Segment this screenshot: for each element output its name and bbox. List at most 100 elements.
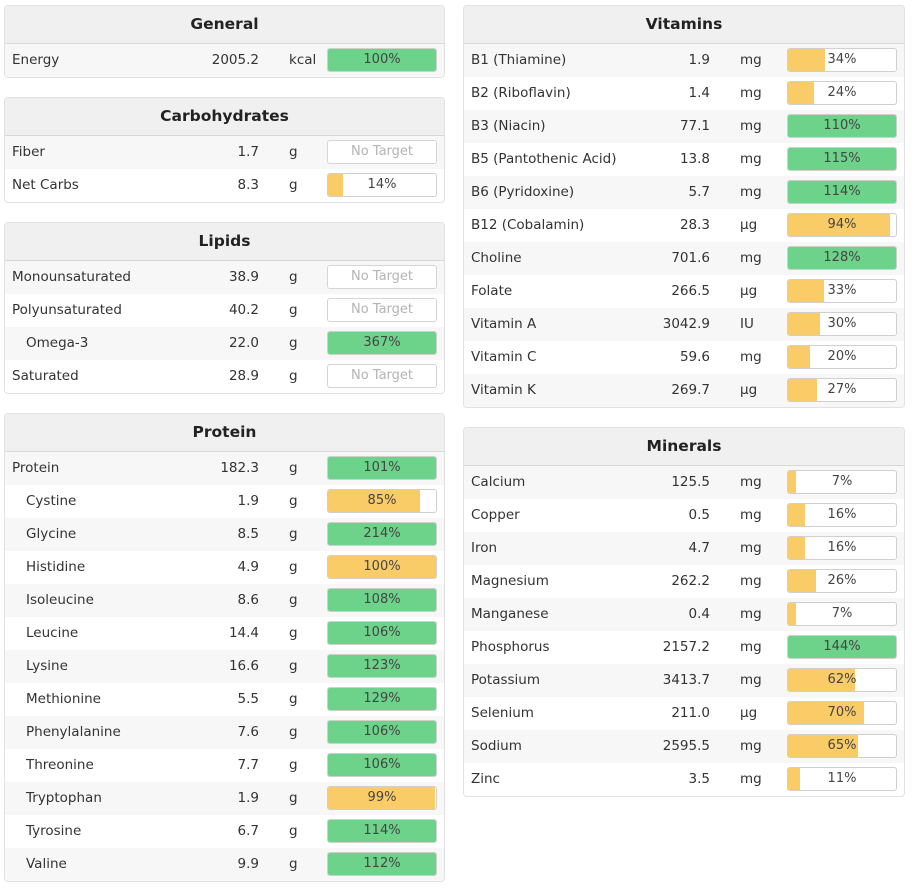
nutrient-unit: g bbox=[289, 592, 298, 608]
nutrient-amount: 4.9 bbox=[237, 559, 259, 575]
nutrient-unit: mg bbox=[740, 672, 762, 688]
target-progress-bar: 34% bbox=[787, 48, 897, 72]
nutrient-amount: 8.3 bbox=[237, 177, 259, 193]
nutrient-unit: g bbox=[289, 658, 298, 674]
progress-fill bbox=[328, 853, 436, 875]
nutrient-name: Vitamin A bbox=[471, 316, 537, 332]
progress-fill bbox=[788, 735, 859, 757]
nutrient-row-vitamin-a[interactable]: Vitamin A 3042.9 IU 30% bbox=[464, 308, 904, 341]
nutrient-row-omega-3[interactable]: Omega-3 22.0 g 367% bbox=[5, 327, 444, 360]
nutrient-unit: mg bbox=[740, 85, 762, 101]
nutrient-row-saturated[interactable]: Saturated 28.9 g No Target bbox=[5, 360, 444, 393]
nutrient-row-cystine[interactable]: Cystine 1.9 g 85% bbox=[5, 485, 444, 518]
nutrient-row-tyrosine[interactable]: Tyrosine 6.7 g 114% bbox=[5, 815, 444, 848]
target-progress-bar: 129% bbox=[327, 687, 437, 711]
progress-fill bbox=[788, 702, 864, 724]
nutrient-row-energy[interactable]: Energy 2005.2 kcal 100% bbox=[5, 44, 444, 77]
nutrient-name: B1 (Thiamine) bbox=[471, 52, 567, 68]
nutrient-row-b12-cobalamin[interactable]: B12 (Cobalamin) 28.3 µg 94% bbox=[464, 209, 904, 242]
nutrient-amount: 1.9 bbox=[237, 790, 259, 806]
nutrient-name: Tyrosine bbox=[26, 823, 82, 839]
target-progress-bar: 101% bbox=[327, 456, 437, 480]
nutrient-row-threonine[interactable]: Threonine 7.7 g 106% bbox=[5, 749, 444, 782]
nutrient-row-valine[interactable]: Valine 9.9 g 112% bbox=[5, 848, 444, 881]
nutrient-name: Magnesium bbox=[471, 573, 549, 589]
nutrient-row-b6-pyridoxine[interactable]: B6 (Pyridoxine) 5.7 mg 114% bbox=[464, 176, 904, 209]
nutrient-row-vitamin-c[interactable]: Vitamin C 59.6 mg 20% bbox=[464, 341, 904, 374]
nutrient-row-vitamin-k[interactable]: Vitamin K 269.7 µg 27% bbox=[464, 374, 904, 407]
progress-fill bbox=[328, 490, 420, 512]
progress-fill bbox=[328, 589, 436, 611]
nutrient-row-b3-niacin[interactable]: B3 (Niacin) 77.1 mg 110% bbox=[464, 110, 904, 143]
nutrient-row-b2-riboflavin[interactable]: B2 (Riboflavin) 1.4 mg 24% bbox=[464, 77, 904, 110]
nutrient-unit: µg bbox=[740, 283, 758, 299]
nutrient-row-sodium[interactable]: Sodium 2595.5 mg 65% bbox=[464, 730, 904, 763]
nutrient-amount: 5.7 bbox=[688, 184, 710, 200]
nutrient-row-folate[interactable]: Folate 266.5 µg 33% bbox=[464, 275, 904, 308]
nutrient-row-fiber[interactable]: Fiber 1.7 g No Target bbox=[5, 136, 444, 169]
nutrient-row-zinc[interactable]: Zinc 3.5 mg 11% bbox=[464, 763, 904, 796]
target-progress-bar: 99% bbox=[327, 786, 437, 810]
nutrient-row-glycine[interactable]: Glycine 8.5 g 214% bbox=[5, 518, 444, 551]
nutrient-row-b1-thiamine[interactable]: B1 (Thiamine) 1.9 mg 34% bbox=[464, 44, 904, 77]
nutrient-row-selenium[interactable]: Selenium 211.0 µg 70% bbox=[464, 697, 904, 730]
nutrient-unit: g bbox=[289, 460, 298, 476]
progress-fill bbox=[328, 457, 436, 479]
nutrient-row-phenylalanine[interactable]: Phenylalanine 7.6 g 106% bbox=[5, 716, 444, 749]
nutrient-row-iron[interactable]: Iron 4.7 mg 16% bbox=[464, 532, 904, 565]
nutrient-unit: µg bbox=[740, 382, 758, 398]
nutrient-row-b5-pantothenic-acid[interactable]: B5 (Pantothenic Acid) 13.8 mg 115% bbox=[464, 143, 904, 176]
progress-fill bbox=[788, 280, 824, 302]
progress-fill bbox=[788, 669, 855, 691]
target-progress-bar: 114% bbox=[787, 180, 897, 204]
target-progress-bar: No Target bbox=[327, 298, 437, 322]
nutrient-row-isoleucine[interactable]: Isoleucine 8.6 g 108% bbox=[5, 584, 444, 617]
progress-label: 100% bbox=[363, 559, 401, 574]
nutrient-amount: 38.9 bbox=[228, 269, 259, 285]
progress-fill bbox=[788, 214, 890, 236]
nutrient-row-magnesium[interactable]: Magnesium 262.2 mg 26% bbox=[464, 565, 904, 598]
nutrient-row-copper[interactable]: Copper 0.5 mg 16% bbox=[464, 499, 904, 532]
nutrient-name: Selenium bbox=[471, 705, 534, 721]
nutrient-row-leucine[interactable]: Leucine 14.4 g 106% bbox=[5, 617, 444, 650]
nutrient-row-choline[interactable]: Choline 701.6 mg 128% bbox=[464, 242, 904, 275]
nutrient-row-polyunsaturated[interactable]: Polyunsaturated 40.2 g No Target bbox=[5, 294, 444, 327]
nutrient-row-manganese[interactable]: Manganese 0.4 mg 7% bbox=[464, 598, 904, 631]
progress-label: 108% bbox=[363, 592, 401, 607]
nutrient-row-lysine[interactable]: Lysine 16.6 g 123% bbox=[5, 650, 444, 683]
progress-label: 16% bbox=[827, 540, 857, 555]
nutrient-row-methionine[interactable]: Methionine 5.5 g 129% bbox=[5, 683, 444, 716]
nutrient-row-tryptophan[interactable]: Tryptophan 1.9 g 99% bbox=[5, 782, 444, 815]
nutrient-row-protein[interactable]: Protein 182.3 g 101% bbox=[5, 452, 444, 485]
target-progress-bar: 62% bbox=[787, 668, 897, 692]
progress-fill bbox=[788, 115, 896, 137]
nutrient-unit: g bbox=[289, 757, 298, 773]
nutrient-unit: mg bbox=[740, 474, 762, 490]
nutrient-amount: 14.4 bbox=[228, 625, 259, 641]
nutrient-amount: 16.6 bbox=[228, 658, 259, 674]
progress-fill bbox=[328, 523, 436, 545]
target-progress-bar: 11% bbox=[787, 767, 897, 791]
progress-fill bbox=[788, 768, 800, 790]
nutrient-row-potassium[interactable]: Potassium 3413.7 mg 62% bbox=[464, 664, 904, 697]
progress-label: 94% bbox=[827, 217, 857, 232]
nutrient-row-monounsaturated[interactable]: Monounsaturated 38.9 g No Target bbox=[5, 261, 444, 294]
nutrient-unit: g bbox=[289, 526, 298, 542]
nutrient-unit: mg bbox=[740, 738, 762, 754]
nutrient-row-phosphorus[interactable]: Phosphorus 2157.2 mg 144% bbox=[464, 631, 904, 664]
progress-label: 7% bbox=[831, 474, 853, 489]
nutrient-row-histidine[interactable]: Histidine 4.9 g 100% bbox=[5, 551, 444, 584]
nutrient-amount: 6.7 bbox=[237, 823, 259, 839]
progress-label: 106% bbox=[363, 757, 401, 772]
nutrient-row-calcium[interactable]: Calcium 125.5 mg 7% bbox=[464, 466, 904, 499]
nutrient-row-net-carbs[interactable]: Net Carbs 8.3 g 14% bbox=[5, 169, 444, 202]
progress-fill bbox=[788, 82, 814, 104]
panel-title: General bbox=[5, 6, 444, 44]
progress-label: 214% bbox=[363, 526, 401, 541]
nutrient-amount: 269.7 bbox=[671, 382, 710, 398]
nutrient-amount: 0.4 bbox=[688, 606, 710, 622]
nutrient-name: Copper bbox=[471, 507, 520, 523]
progress-label: 106% bbox=[363, 724, 401, 739]
progress-label: 30% bbox=[827, 316, 857, 331]
nutrient-name: Vitamin K bbox=[471, 382, 536, 398]
